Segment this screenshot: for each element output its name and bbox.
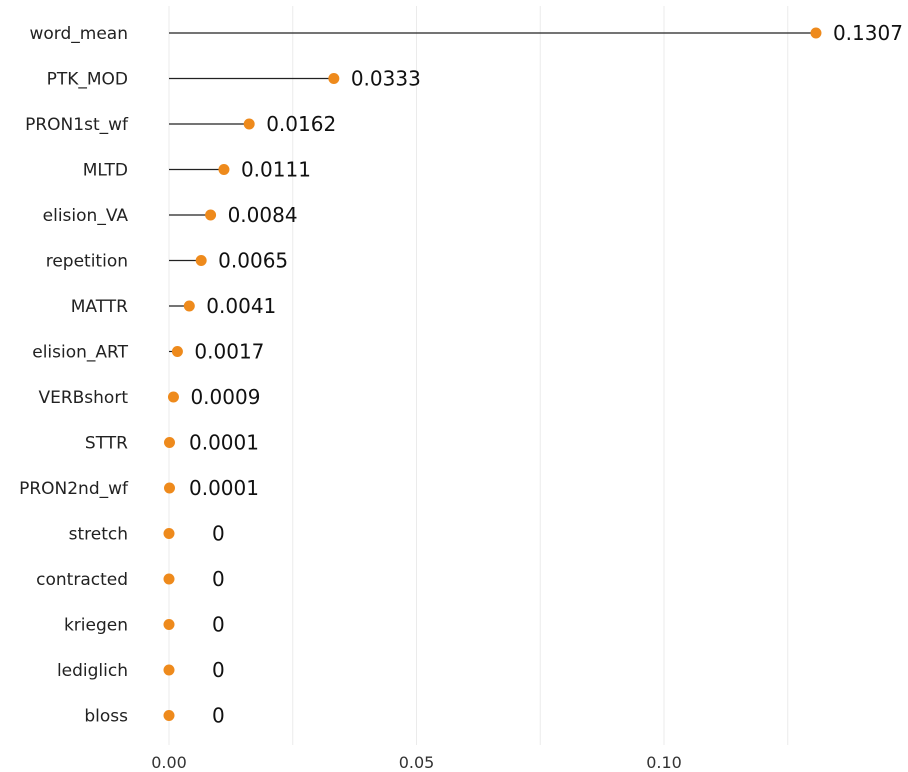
value-label: 0 [212, 704, 225, 728]
x-tick-label: 0.05 [399, 753, 435, 772]
category-label: VERBshort [38, 388, 128, 408]
x-tick-label: 0.10 [646, 753, 682, 772]
data-point [810, 27, 822, 39]
data-point [163, 573, 175, 585]
data-point [163, 528, 175, 539]
data-point [218, 164, 230, 175]
category-labels: word_mean PTK_MOD PRON1st_wf MLTD elision_VA… [19, 24, 129, 727]
value-label: 0.0041 [206, 294, 276, 318]
value-label: 0.0001 [189, 431, 259, 455]
data-point [163, 482, 175, 494]
category-label: PRON2nd_wf [19, 479, 129, 499]
value-label: 0 [212, 613, 225, 637]
data-point [328, 73, 340, 84]
category-label: MLTD [83, 161, 128, 181]
value-label: 0 [212, 522, 225, 546]
category-label: lediglich [57, 661, 128, 681]
category-label: elision_ART [32, 343, 128, 363]
category-label: elision_VA [43, 206, 129, 226]
value-label: 0.0084 [228, 203, 298, 227]
value-label: 0.0162 [266, 112, 336, 136]
category-label: bloss [84, 707, 128, 727]
data-point [167, 391, 179, 403]
data-point [243, 118, 255, 130]
points [163, 27, 822, 721]
data-point [163, 710, 175, 721]
category-label: stretch [69, 525, 128, 545]
category-label: word_mean [30, 24, 129, 44]
category-label: STTR [85, 434, 128, 454]
data-point [205, 209, 217, 221]
data-point [171, 346, 183, 357]
category-label: PRON1st_wf [25, 115, 129, 135]
category-label: contracted [36, 570, 128, 590]
value-label: 0.0009 [190, 385, 260, 409]
value-label: 0.0333 [351, 67, 421, 91]
data-point [163, 664, 175, 676]
x-tick-label: 0.00 [151, 753, 187, 772]
category-label: MATTR [71, 297, 128, 317]
x-axis-ticks: 0.00 0.05 0.10 [151, 753, 682, 772]
category-label: PTK_MOD [47, 70, 128, 90]
grid-lines [168, 6, 789, 745]
value-label: 0.0017 [194, 340, 264, 364]
category-label: kriegen [64, 616, 128, 636]
value-label: 0.1307 [833, 21, 903, 45]
value-labels: 0.1307 0.0333 0.0162 0.0111 0.0084 0.0065 0.00… [189, 21, 903, 728]
value-label: 0.0111 [241, 158, 311, 182]
data-point [195, 255, 207, 266]
value-label: 0 [212, 567, 225, 591]
value-label: 0 [212, 658, 225, 682]
data-point [163, 437, 175, 448]
value-label: 0.0001 [189, 476, 259, 500]
data-point [183, 300, 195, 312]
value-label: 0.0065 [218, 249, 288, 273]
data-point [163, 619, 175, 630]
category-label: repetition [46, 252, 128, 272]
